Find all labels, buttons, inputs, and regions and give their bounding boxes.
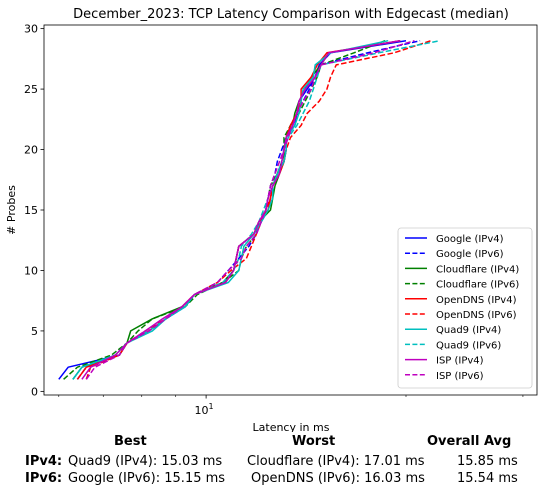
legend-label-2: Cloudflare (IPv4) bbox=[436, 264, 519, 275]
ipv6-avg-value: 15.54 ms bbox=[457, 471, 518, 486]
series-line-5 bbox=[85, 39, 432, 380]
series-line-9 bbox=[85, 39, 415, 380]
legend-label-4: OpenDNS (IPv4) bbox=[436, 295, 517, 306]
y-axis-label: # Probes bbox=[5, 185, 18, 235]
y-tick-label: 15 bbox=[24, 204, 38, 217]
ipv4-avg-value: 15.85 ms bbox=[457, 454, 518, 469]
y-tick-label: 10 bbox=[24, 264, 38, 277]
ipv4-best-value: Quad9 (IPv4): 15.03 ms bbox=[68, 454, 223, 469]
series-line-8 bbox=[81, 39, 401, 380]
legend-label-1: Google (IPv6) bbox=[436, 249, 504, 260]
axes-layer: 0 5 10 15 20 25 30 101 bbox=[24, 23, 538, 417]
legend: Google (IPv4) Google (IPv6) Cloudflare (IP… bbox=[397, 227, 533, 389]
y-tick-label: 25 bbox=[24, 83, 38, 96]
legend-label-8: ISP (IPv4) bbox=[436, 356, 484, 367]
legend-label-0: Google (IPv4) bbox=[436, 234, 504, 245]
ipv6-best-value: Google (IPv6): 15.15 ms bbox=[68, 471, 226, 486]
legend-box bbox=[397, 227, 533, 389]
series-layer bbox=[58, 39, 441, 380]
series-line-6 bbox=[72, 39, 389, 380]
legend-label-6: Quad9 (IPv4) bbox=[436, 325, 501, 336]
x-tick-label: 101 bbox=[195, 402, 214, 417]
series-line-4 bbox=[76, 39, 401, 380]
stats-table: Best Worst Overall Avg IPv4: Quad9 (IPv4… bbox=[0, 432, 548, 496]
ipv4-row-label: IPv4: bbox=[25, 454, 63, 469]
overall-avg-header: Overall Avg bbox=[427, 434, 512, 449]
x-axis-label: Latency in ms bbox=[253, 421, 330, 432]
best-header: Best bbox=[114, 434, 147, 449]
series-line-2 bbox=[72, 39, 401, 380]
ipv4-worst-value: Cloudflare (IPv4): 17.01 ms bbox=[247, 454, 425, 469]
series-line-1 bbox=[76, 39, 421, 380]
series-line-0 bbox=[58, 39, 407, 380]
y-tick-label: 30 bbox=[24, 23, 38, 36]
chart-title: December_2023: TCP Latency Comparison wi… bbox=[73, 7, 509, 22]
worst-header: Worst bbox=[292, 434, 336, 449]
ipv6-row-label: IPv6: bbox=[25, 471, 63, 486]
legend-label-7: Quad9 (IPv6) bbox=[436, 340, 501, 351]
legend-label-5: OpenDNS (IPv6) bbox=[436, 310, 517, 321]
series-line-3 bbox=[63, 40, 386, 380]
y-tick-label: 0 bbox=[31, 385, 38, 398]
latency-chart: December_2023: TCP Latency Comparison wi… bbox=[5, 7, 538, 432]
y-tick-label: 20 bbox=[24, 144, 38, 157]
y-tick-label: 5 bbox=[31, 325, 38, 338]
legend-label-3: Cloudflare (IPv6) bbox=[436, 280, 519, 291]
legend-label-9: ISP (IPv6) bbox=[436, 371, 484, 382]
series-line-7 bbox=[72, 39, 441, 380]
ipv6-worst-value: OpenDNS (IPv6): 16.03 ms bbox=[251, 471, 425, 486]
